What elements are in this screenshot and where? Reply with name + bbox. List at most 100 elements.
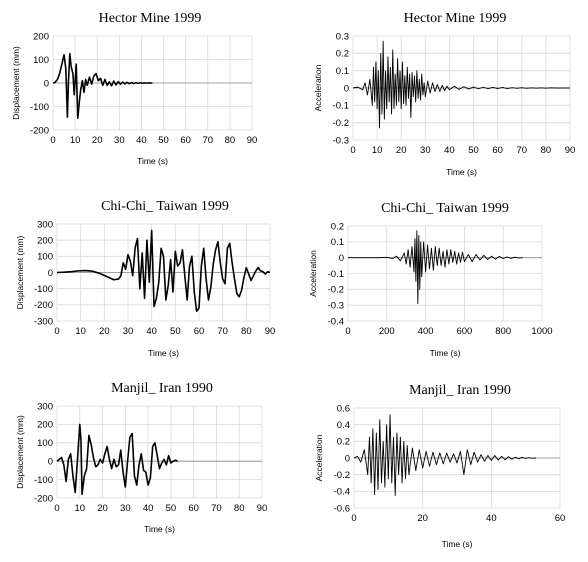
x-tick-label: 60 [492,145,503,156]
x-tick-label: 70 [202,135,213,146]
y-tick-label: 0.1 [331,237,344,248]
series-line [52,52,153,120]
x-tick-label: 50 [166,503,177,514]
x-tick-label: 50 [170,326,181,337]
y-tick-label: 0 [48,457,53,468]
y-tick-label: 0.2 [337,437,350,448]
x-axis-label: Time (s) [430,348,461,358]
x-tick-label: 30 [123,326,134,337]
y-tick-label: 100 [37,438,53,449]
x-tick-label: 30 [114,135,125,146]
y-tick-label: -200 [34,493,53,504]
x-tick-label: 800 [495,326,511,337]
y-tick-label: 0.2 [336,49,349,60]
x-tick-label: 50 [468,145,479,156]
x-tick-label: 10 [372,145,383,156]
x-tick-label: 70 [217,326,228,337]
x-tick-label: 600 [456,326,472,337]
x-tick-label: 40 [444,145,455,156]
y-tick-label: -200 [34,300,53,311]
x-tick-label: 10 [74,503,85,514]
x-tick-label: 10 [75,326,86,337]
chart-title: Manjil_ Iran 1990 [409,383,511,398]
y-tick-label: -0.2 [333,118,349,129]
y-tick-label: -100 [30,102,49,113]
chart-panel: Chi-Chi_ Taiwan 19993002001000-100-200-3… [15,199,275,358]
series-line [348,230,523,305]
x-tick-label: 10 [70,135,81,146]
x-tick-label: 200 [379,326,395,337]
y-tick-label: 0 [344,83,349,94]
chart-panel: Manjil_ Iran 19900.60.40.20-0.2-0.4-0.60… [314,383,565,549]
x-tick-label: 40 [146,326,157,337]
y-tick-label: 0.1 [336,66,349,77]
x-tick-label: 90 [265,326,276,337]
y-tick-label: 0.6 [337,403,350,414]
y-axis-label: Displacement (mm) [11,46,21,120]
x-tick-label: 90 [247,135,258,146]
x-axis-label: Time (s) [144,524,175,534]
x-tick-label: 20 [92,135,103,146]
x-tick-label: 40 [136,135,147,146]
x-tick-label: 80 [225,135,236,146]
y-tick-label: -0.1 [333,101,349,112]
y-tick-label: -200 [30,125,49,136]
x-tick-label: 40 [486,513,497,524]
x-tick-label: 30 [420,145,431,156]
series-line [56,423,179,496]
x-tick-label: 20 [99,326,110,337]
y-tick-label: 0 [48,268,53,279]
y-axis-label: Displacement (mm) [15,415,25,489]
chart-title: Hector Mine 1999 [404,11,507,26]
x-tick-label: 400 [418,326,434,337]
x-tick-label: 20 [396,145,407,156]
x-tick-label: 60 [188,503,199,514]
x-tick-label: 0 [345,326,350,337]
y-tick-label: 300 [37,219,53,230]
x-tick-label: 1000 [531,326,552,337]
x-tick-label: 80 [541,145,552,156]
x-tick-label: 0 [54,326,59,337]
chart-title: Hector Mine 1999 [99,11,202,26]
series-line [352,40,570,129]
x-tick-label: 60 [194,326,205,337]
x-tick-label: 80 [234,503,245,514]
x-axis-label: Time (s) [148,348,179,358]
x-tick-label: 90 [565,145,576,156]
y-tick-label: 0.2 [331,221,344,232]
y-tick-label: -0.3 [328,300,344,311]
x-axis-label: Time (s) [442,539,473,549]
y-axis-label: Displacement (mm) [15,235,25,309]
y-tick-label: 0 [345,453,350,464]
chart-panel: Chi-Chi_ Taiwan 1999 0.2 0.1 0 -0.1 -0.2 -0.3 -… [308,201,553,358]
x-axis-label: Time (s) [137,156,168,166]
y-axis-label: Acceleration [308,250,318,297]
y-tick-label: 200 [37,420,53,431]
y-tick-label: -0.3 [333,135,349,146]
y-tick-label: 0.4 [337,420,350,431]
y-tick-label: 0.3 [336,31,349,42]
x-tick-label: 0 [54,503,59,514]
x-tick-label: 50 [158,135,169,146]
y-tick-label: -100 [34,475,53,486]
y-axis-label: Acceleration [313,64,323,111]
y-tick-label: -0.2 [328,285,344,296]
y-tick-label: 100 [37,252,53,263]
y-tick-label: -100 [34,284,53,295]
series-line [353,414,536,496]
x-tick-label: 30 [120,503,131,514]
x-tick-label: 60 [555,513,566,524]
x-tick-label: 80 [241,326,252,337]
x-tick-label: 0 [351,513,356,524]
y-tick-label: -0.1 [328,269,344,280]
series-line [56,229,271,313]
x-tick-label: 60 [180,135,191,146]
y-tick-label: 0 [44,78,49,89]
y-tick-label: 300 [37,401,53,412]
chart-title: Chi-Chi_ Taiwan 1999 [101,199,229,214]
y-tick-label: -0.4 [334,487,350,498]
x-tick-label: 0 [50,135,55,146]
